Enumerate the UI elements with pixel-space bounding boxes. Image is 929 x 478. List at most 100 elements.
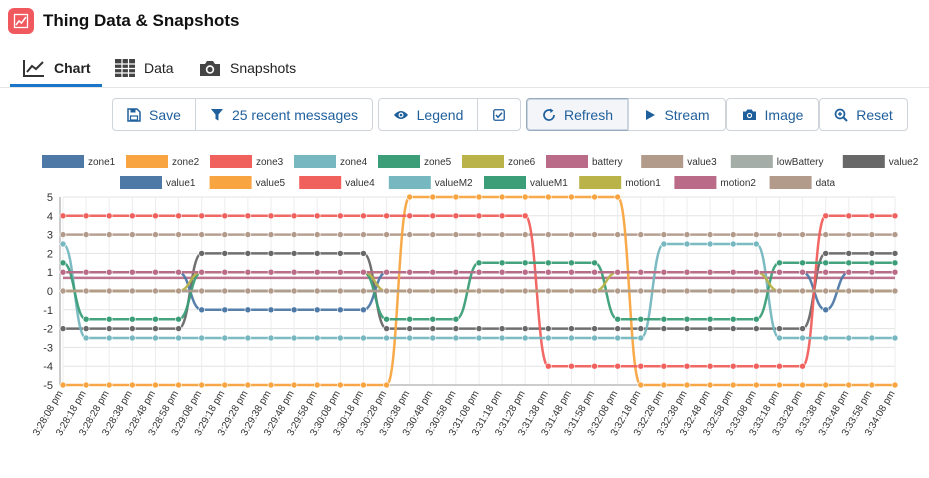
data-point bbox=[267, 231, 275, 238]
image-button[interactable]: Image bbox=[726, 98, 819, 131]
checkbox-checked-icon bbox=[493, 108, 505, 121]
data-point bbox=[776, 325, 783, 332]
legend-item[interactable]: value4 bbox=[299, 176, 375, 189]
legend-item[interactable]: valueM1 bbox=[484, 176, 568, 189]
data-point bbox=[429, 268, 437, 276]
data-point bbox=[729, 325, 737, 332]
data-point bbox=[475, 193, 483, 201]
refresh-button[interactable]: Refresh bbox=[526, 98, 629, 131]
legend-button[interactable]: Legend bbox=[378, 98, 478, 131]
data-point bbox=[313, 212, 321, 220]
data-point bbox=[475, 268, 483, 276]
save-button[interactable]: Save bbox=[112, 98, 196, 131]
legend-item[interactable]: lowBattery bbox=[730, 155, 824, 168]
data-point bbox=[822, 259, 829, 267]
legend-item[interactable]: value1 bbox=[120, 176, 196, 189]
legend-label: value2 bbox=[889, 157, 919, 168]
legend-label: battery bbox=[592, 157, 623, 168]
data-point bbox=[59, 259, 67, 267]
legend-item[interactable]: motion2 bbox=[674, 176, 756, 189]
legend-item[interactable]: value3 bbox=[641, 155, 717, 168]
save-label: Save bbox=[149, 106, 181, 123]
legend-item[interactable]: zone4 bbox=[294, 155, 368, 168]
data-point bbox=[498, 259, 506, 267]
legend-toggle-checkbox[interactable] bbox=[477, 98, 521, 131]
data-point bbox=[776, 268, 783, 276]
line-chart[interactable]: zone1 zone2 zone3 zone4 zone5 zone6 battery val… bbox=[0, 148, 929, 473]
data-point bbox=[267, 287, 275, 295]
legend-item[interactable]: value2 bbox=[842, 155, 919, 168]
data-point bbox=[337, 231, 344, 238]
data-point bbox=[799, 334, 806, 342]
data-point bbox=[545, 287, 552, 295]
data-point bbox=[776, 362, 783, 370]
reset-zoom-button[interactable]: Reset bbox=[819, 98, 908, 131]
legend-item[interactable]: zone6 bbox=[462, 155, 536, 168]
data-point bbox=[313, 381, 321, 389]
data-point bbox=[313, 306, 321, 314]
data-point bbox=[175, 325, 182, 332]
data-point bbox=[637, 334, 645, 342]
data-point bbox=[614, 315, 621, 323]
data-point bbox=[637, 381, 645, 389]
legend-item[interactable]: motion1 bbox=[579, 176, 661, 189]
data-point bbox=[591, 259, 598, 267]
data-point bbox=[129, 287, 136, 295]
legend-swatch bbox=[388, 176, 431, 189]
data-point bbox=[313, 250, 321, 257]
legend-swatch bbox=[641, 155, 684, 168]
data-point bbox=[175, 334, 182, 342]
data-point bbox=[290, 287, 298, 295]
data-point bbox=[175, 231, 182, 238]
data-point bbox=[799, 268, 806, 276]
data-point bbox=[498, 325, 506, 332]
legend-swatch bbox=[484, 176, 526, 189]
data-point bbox=[614, 325, 621, 332]
data-point bbox=[105, 334, 113, 342]
chart-toolbar: Save 25 recent messages Legend Refresh S… bbox=[0, 98, 929, 132]
tab-data[interactable]: Data bbox=[114, 48, 174, 88]
data-point bbox=[313, 287, 321, 295]
data-point bbox=[406, 325, 413, 332]
data-point bbox=[498, 334, 506, 342]
tab-snapshots[interactable]: Snapshots bbox=[198, 48, 296, 88]
legend-item[interactable]: battery bbox=[546, 155, 623, 168]
data-point bbox=[521, 325, 529, 332]
legend-swatch bbox=[579, 176, 622, 189]
data-point bbox=[591, 334, 598, 342]
data-point bbox=[614, 362, 621, 370]
legend-item[interactable]: value5 bbox=[209, 176, 286, 189]
legend-item[interactable]: zone5 bbox=[378, 155, 452, 168]
data-point bbox=[868, 287, 876, 295]
recent-messages-filter-button[interactable]: 25 recent messages bbox=[195, 98, 373, 131]
y-tick-label: 3 bbox=[47, 230, 53, 242]
data-point bbox=[706, 231, 714, 238]
data-point bbox=[545, 325, 552, 332]
legend-label: zone4 bbox=[340, 157, 368, 168]
legend-item[interactable]: data bbox=[769, 176, 836, 189]
legend-label: zone2 bbox=[172, 157, 200, 168]
legend-item[interactable]: valueM2 bbox=[388, 176, 473, 189]
data-point bbox=[383, 381, 390, 389]
data-point bbox=[845, 259, 853, 267]
tab-chart[interactable]: Chart bbox=[22, 48, 91, 88]
data-point bbox=[221, 250, 229, 257]
legend-item[interactable]: zone3 bbox=[210, 155, 284, 168]
data-point bbox=[683, 268, 691, 276]
data-point bbox=[406, 334, 413, 342]
stream-button[interactable]: Stream bbox=[628, 98, 726, 131]
data-point bbox=[267, 334, 275, 342]
legend-swatch bbox=[674, 176, 717, 189]
page-title: Thing Data & Snapshots bbox=[43, 11, 240, 30]
data-point bbox=[706, 268, 714, 276]
data-point bbox=[753, 381, 760, 389]
data-point bbox=[429, 334, 437, 342]
legend-item[interactable]: zone1 bbox=[42, 155, 116, 168]
data-point bbox=[568, 231, 575, 238]
data-point bbox=[799, 259, 806, 267]
legend-item[interactable]: zone2 bbox=[126, 155, 200, 168]
legend-label: Legend bbox=[416, 106, 464, 123]
data-point bbox=[591, 362, 598, 370]
data-point bbox=[152, 231, 159, 238]
data-point bbox=[868, 250, 876, 257]
